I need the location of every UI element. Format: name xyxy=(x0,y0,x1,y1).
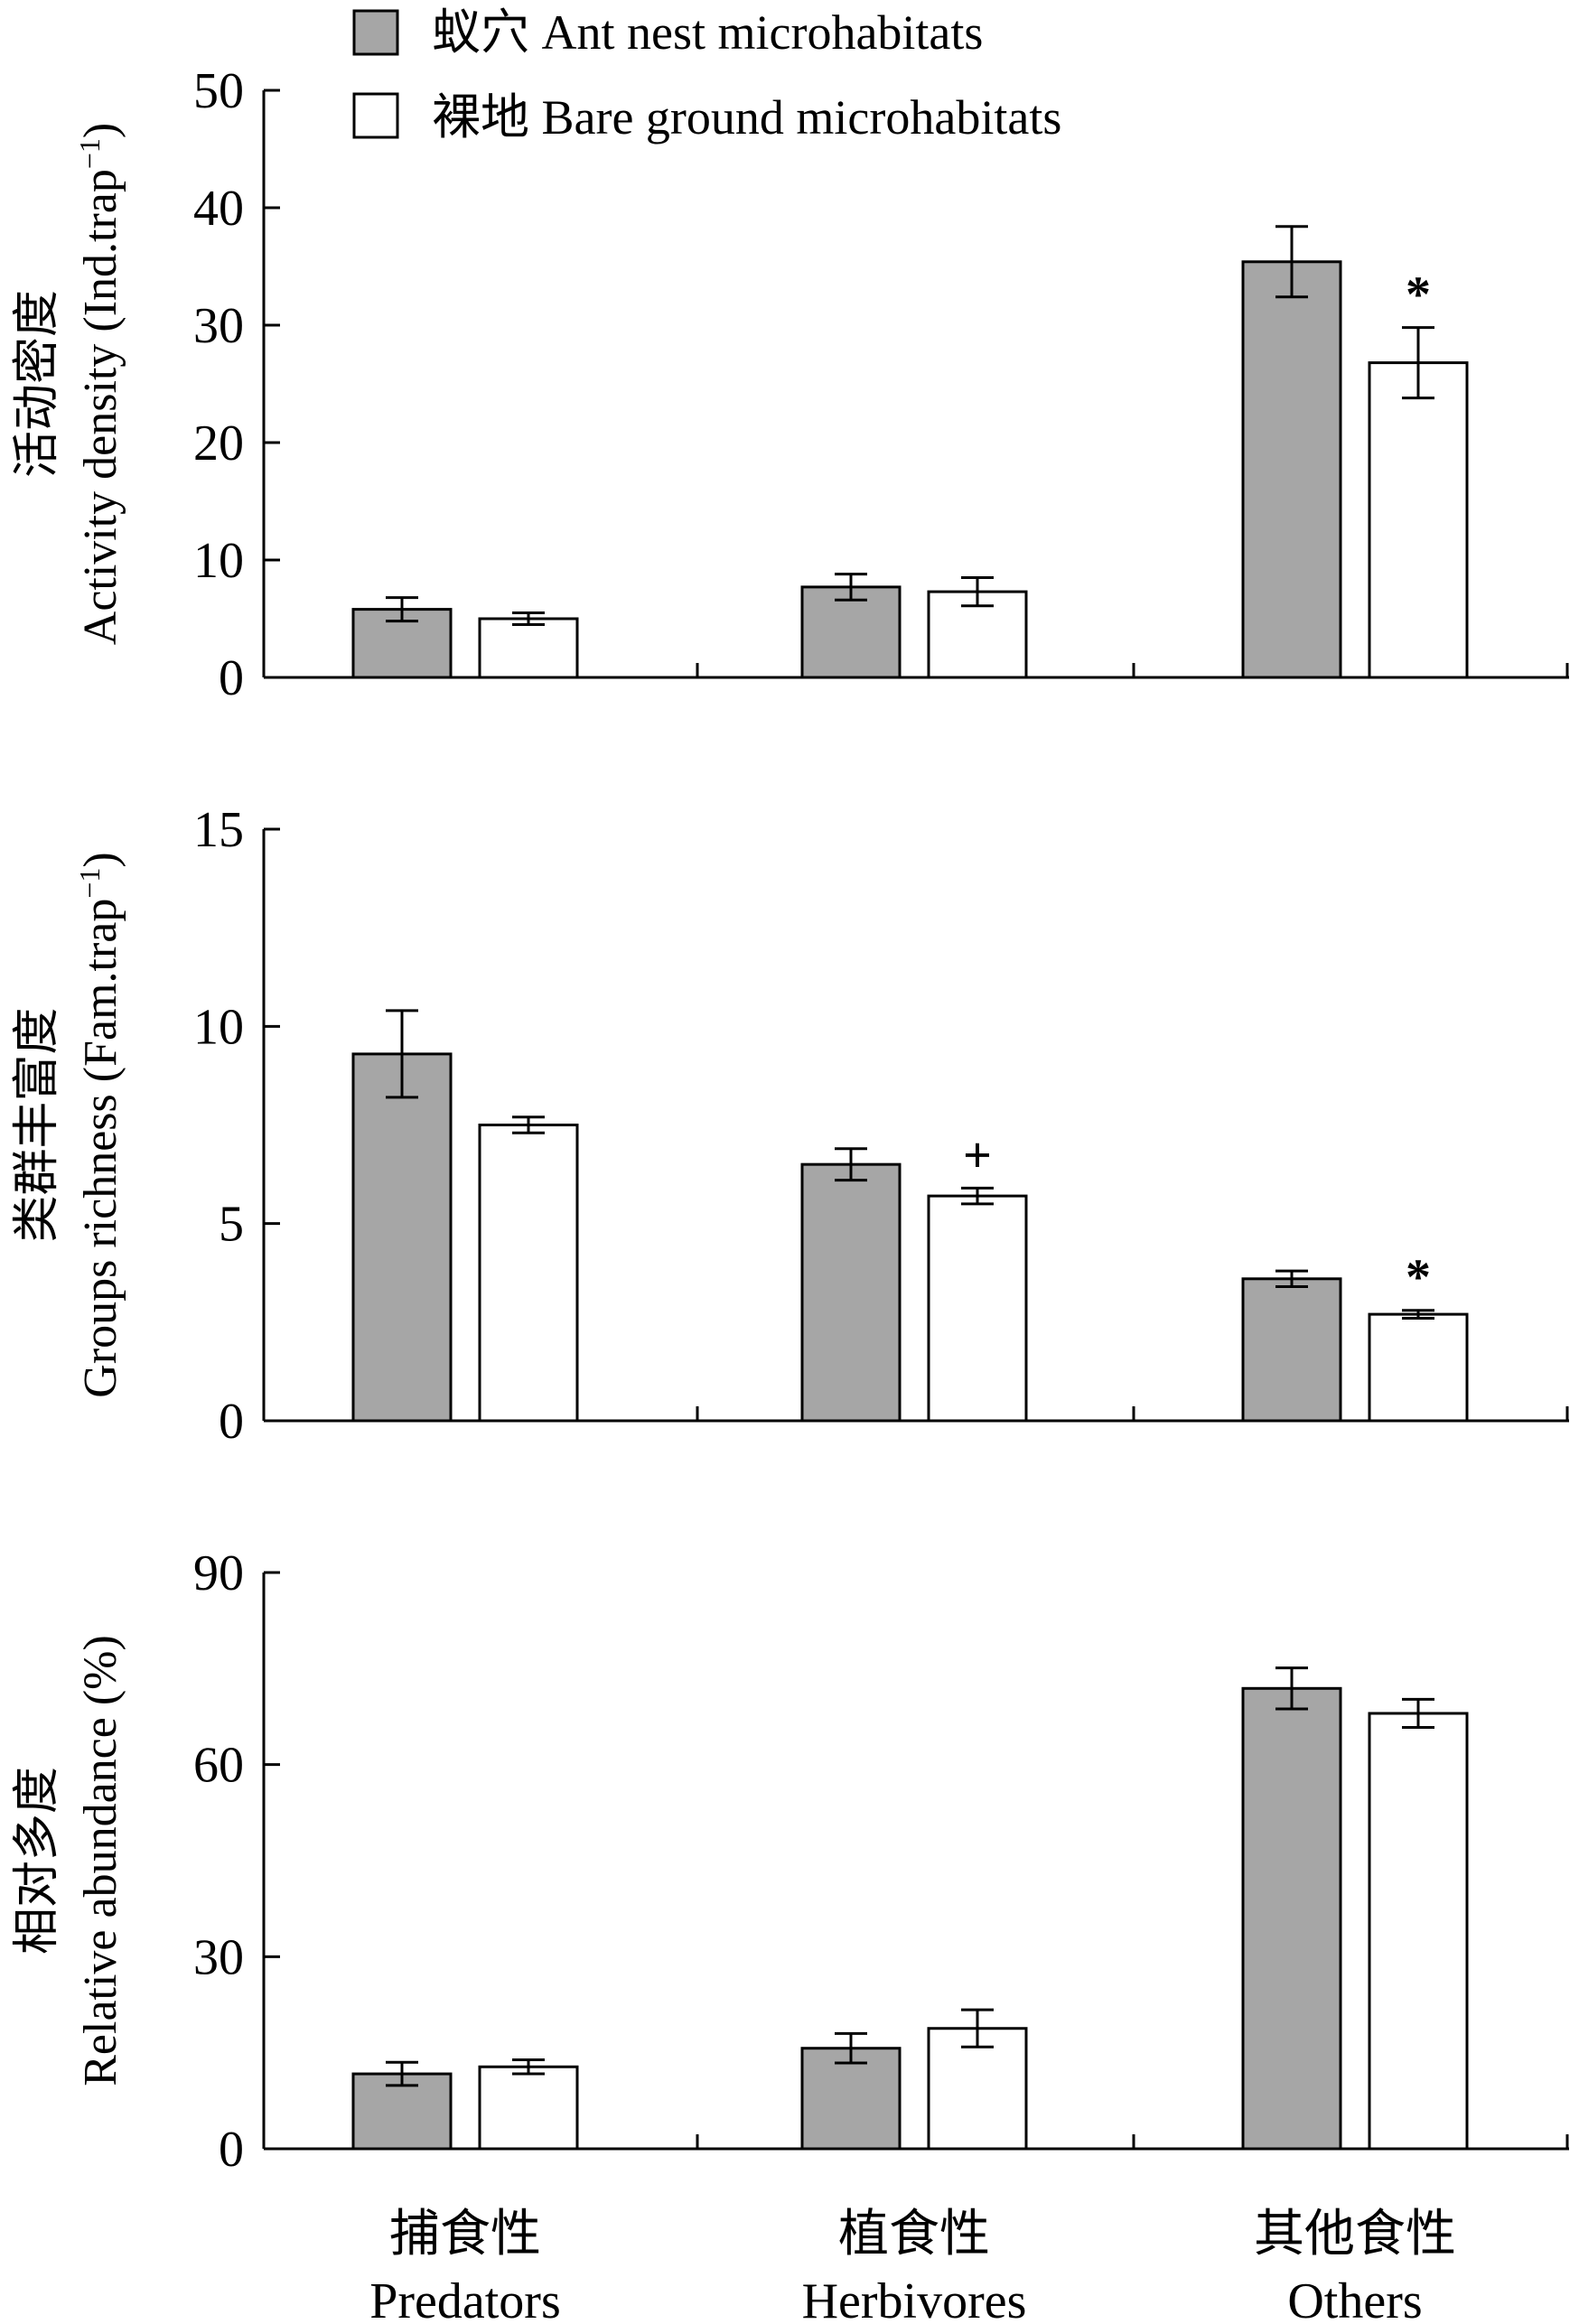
y-tick-label: 30 xyxy=(193,1929,244,1985)
x-category-predators-zh: 捕食性 xyxy=(389,2207,541,2263)
bar-bare-ground-herbivores xyxy=(927,2027,1028,2151)
y-axis-label-zh: 类群丰富度 xyxy=(12,1007,63,1242)
x-category-herbivores-zh: 植食性 xyxy=(838,2207,990,2263)
bar-ant-nest-herbivores xyxy=(800,585,902,679)
significance-marker: + xyxy=(963,1127,992,1183)
y-tick-label: 0 xyxy=(219,1394,244,1450)
y-tick-label: 0 xyxy=(219,2122,244,2178)
y-tick-label: 5 xyxy=(219,1197,244,1253)
bar-ant-nest-predators xyxy=(351,1052,453,1423)
bar-bare-ground-others xyxy=(1368,361,1469,679)
bar-bare-ground-predators xyxy=(478,1124,579,1423)
significance-marker: * xyxy=(1406,1250,1431,1306)
x-category-others-en: Others xyxy=(1287,2273,1422,2324)
y-axis-label-zh: 活动密度 xyxy=(12,290,63,478)
y-tick-label: 10 xyxy=(193,533,244,589)
y-axis-label-en: Activity density (Ind.trap−1) xyxy=(73,123,126,645)
x-category-predators-en: Predators xyxy=(369,2273,561,2324)
legend-label-ant-nest: 蚁穴 Ant nest microhabitats xyxy=(432,5,983,60)
legend-label-bare-ground: 裸地 Bare ground microhabitats xyxy=(432,90,1061,145)
y-axis-label-en: Groups richness (Fam.trap−1) xyxy=(73,852,126,1397)
x-category-labels: 捕食性 Predators 植食性 Herbivores 其他食性 Others xyxy=(369,2207,1456,2324)
y-tick-label: 90 xyxy=(193,1545,244,1601)
y-tick-label: 20 xyxy=(193,415,244,471)
bar-bare-ground-others xyxy=(1368,1312,1469,1423)
y-axis-label-en: Relative abundance (%) xyxy=(75,1635,126,2086)
bar-ant-nest-herbivores xyxy=(800,2047,902,2151)
bar-ant-nest-others xyxy=(1241,260,1342,679)
y-tick-label: 50 xyxy=(193,63,244,119)
bar-ant-nest-others xyxy=(1241,1686,1342,2151)
bar-bare-ground-predators xyxy=(478,2065,579,2151)
x-category-herbivores-en: Herbivores xyxy=(802,2273,1027,2324)
bar-bare-ground-herbivores xyxy=(927,1194,1028,1423)
legend-swatch-ant-nest xyxy=(352,9,399,56)
bar-bare-ground-predators xyxy=(478,617,579,679)
y-tick-label: 40 xyxy=(193,181,244,237)
x-category-others-zh: 其他食性 xyxy=(1254,2207,1456,2263)
y-tick-label: 0 xyxy=(219,650,244,706)
y-tick-label: 15 xyxy=(193,802,244,858)
bar-ant-nest-herbivores xyxy=(800,1162,902,1423)
panel-groups-richness: 0 5 10 15 + * 类群丰富度 Groups richness (Fam.trap−1… xyxy=(12,802,1569,1450)
bar-bare-ground-others xyxy=(1368,1712,1469,2151)
y-tick-label: 60 xyxy=(193,1738,244,1794)
legend-swatch-bare-ground xyxy=(352,92,399,139)
y-tick-label: 30 xyxy=(193,298,244,354)
bar-ant-nest-others xyxy=(1241,1277,1342,1423)
y-tick-label: 10 xyxy=(193,999,244,1055)
significance-marker: * xyxy=(1406,267,1431,323)
panel-activity-density: 0 10 20 30 40 50 * 活动密度 Activity density (Ind.tr… xyxy=(12,63,1569,706)
legend: 蚁穴 Ant nest microhabitats 裸地 Bare ground… xyxy=(352,5,1061,145)
panel-relative-abundance: 0 30 60 90 相对多度 Relative abundance (%) xyxy=(12,1545,1569,2178)
y-axis-label-zh: 相对多度 xyxy=(12,1767,63,1955)
